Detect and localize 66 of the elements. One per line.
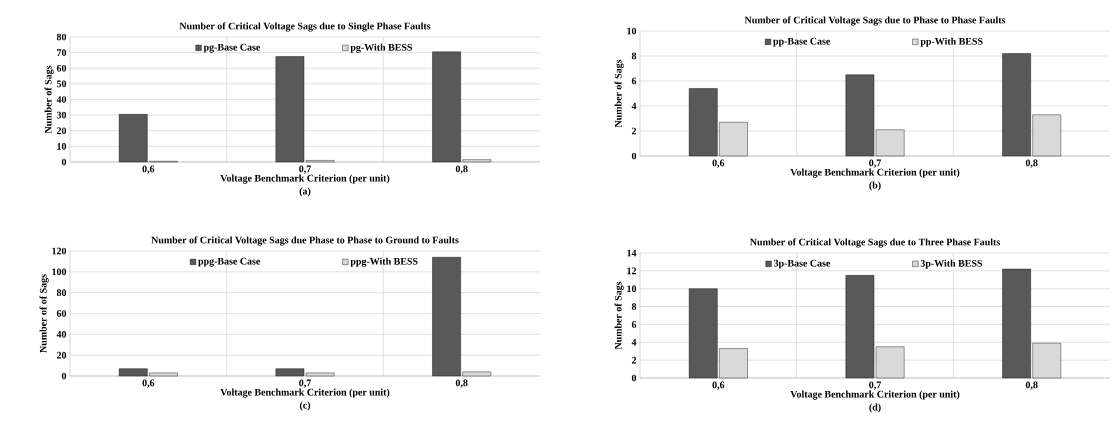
x-axis-title: Voltage Benchmark Criterion (per unit) [790,390,960,400]
y-tick-label: 0 [61,158,67,166]
legend-label: ppg-With BESS [350,257,418,267]
legend-label: 3p-With BESS [920,259,983,269]
text: (b) [869,181,881,191]
legend-label: pg-Base Case [203,43,261,53]
y-tick-label: 4 [631,102,637,110]
y-tick-label: 0 [631,374,637,382]
y-tick-label: 0 [631,152,637,160]
y-tick-label: 40 [56,330,67,338]
legend-label: pp-With BESS [920,37,983,47]
y-axis-title: Number of of Sags [39,274,49,353]
y-tick-label: 30 [56,111,67,119]
x-tick-label: 0,6 [712,159,725,168]
x-tick-label: 0,7 [299,165,311,174]
y-tick-label: 20 [56,351,67,359]
y-tick-label: 14 [627,249,637,257]
y-tick-label: 2 [631,356,637,364]
x-axis-title: Voltage Benchmark Criterion (per unit) [790,168,960,178]
y-tick-label: 60 [56,64,67,72]
y-axis-title: Number of Sags [614,281,624,350]
y-tick-label: 40 [56,96,67,103]
y-tick-label: 0 [61,372,67,380]
text: (d) [869,403,881,413]
x-tick-label: 0,7 [869,381,881,390]
x-tick-label: 0,8 [1025,159,1038,168]
y-tick-label: 80 [56,289,67,297]
y-tick-label: 8 [631,52,637,60]
chart-title: Number of Critical Voltage Sags due to Single Phase Faults [179,22,431,32]
x-tick-label: 0,8 [1025,381,1038,390]
y-tick-label: 10 [57,143,67,150]
chart-title: Number of Critical Voltage Sags due to Three Phase Faults [749,238,1000,248]
y-tick-label: 6 [631,77,637,85]
y-tick-label: 2 [631,127,637,135]
text: (a) [299,187,311,197]
text: (c) [299,401,311,411]
y-tick-label: 70 [57,49,67,56]
y-tick-label: 20 [56,127,67,135]
y-tick-label: 12 [627,267,637,275]
x-tick-label: 0,6 [142,379,155,388]
y-axis-title: Number of Sags [614,59,624,128]
y-tick-label: 8 [631,303,637,310]
y-tick-label: 120 [52,247,67,255]
y-tick-label: 10 [627,285,637,293]
legend-label: pg-With BESS [350,43,413,53]
legend-label: ppg-Base Case [198,257,261,267]
x-tick-label: 0,8 [455,379,468,388]
y-tick-label: 60 [56,310,67,317]
x-tick-label: 0,7 [299,379,311,388]
x-tick-label: 0,6 [142,165,155,174]
y-axis-title: Number of Sags [44,65,54,134]
legend-label: pp-Base Case [773,37,831,47]
y-tick-label: 6 [631,321,637,328]
x-axis-title: Voltage Benchmark Criterion (per unit) [220,388,390,398]
chart-title: Number of Critical Voltage Sags due to Phase to Phase Faults [744,16,1006,26]
legend-label: 3p-Base Case [773,259,831,269]
x-tick-label: 0,6 [712,381,725,390]
x-axis-title: Voltage Benchmark Criterion (per unit) [220,174,390,184]
x-tick-label: 0,8 [455,165,468,174]
x-tick-label: 0,7 [869,159,881,168]
y-tick-label: 4 [631,339,637,346]
y-tick-label: 10 [627,27,637,35]
y-tick-label: 100 [52,268,67,276]
y-tick-label: 50 [56,80,67,88]
y-tick-label: 80 [56,33,67,41]
chart-title: Number of Critical Voltage Sags due Phase to Phase to Ground to Faults [151,236,459,246]
